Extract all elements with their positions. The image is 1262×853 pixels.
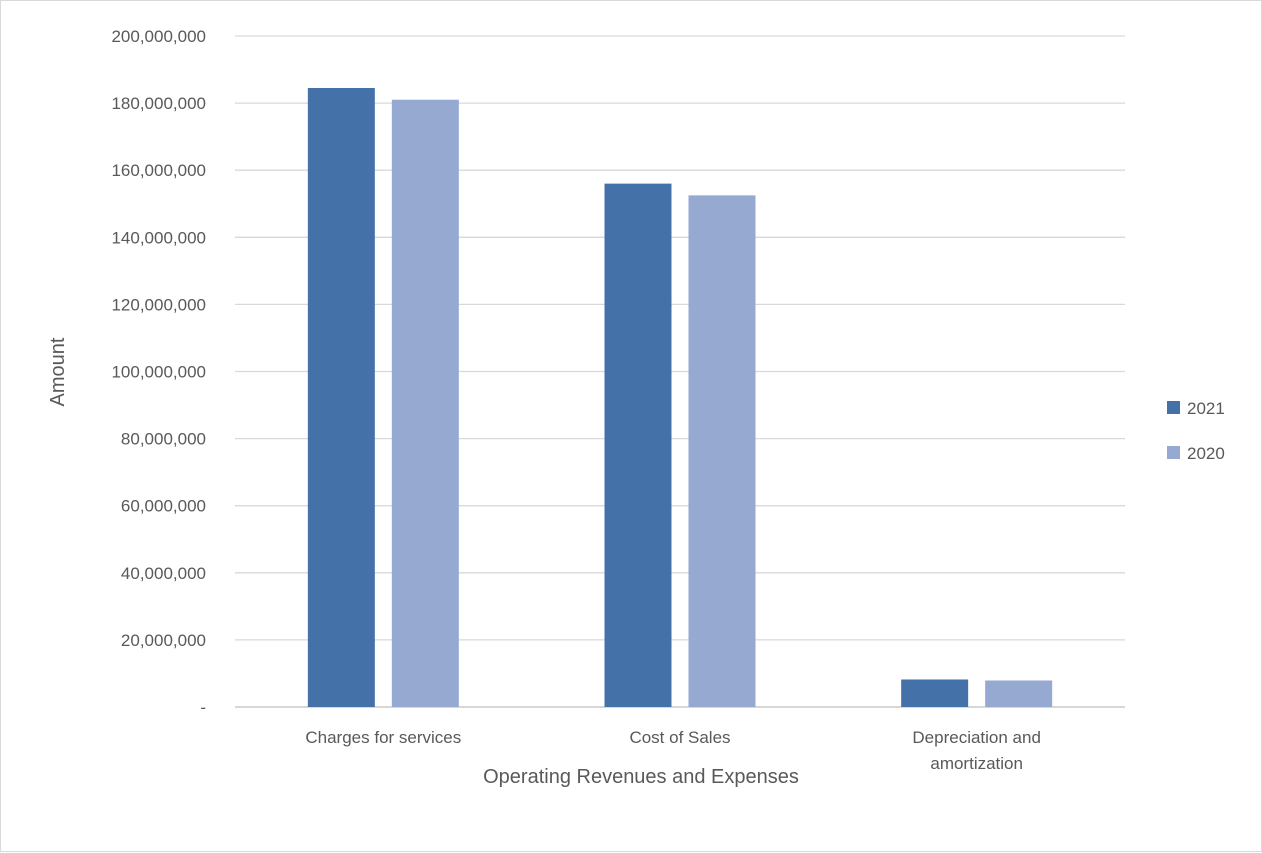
legend-label: 2020 [1187, 444, 1225, 463]
y-tick-label: 180,000,000 [111, 94, 206, 113]
legend: 2021 2020 [1167, 399, 1225, 463]
bar-2021 [901, 679, 969, 707]
x-category-label: Charges for services [305, 728, 461, 747]
y-tick-label: 20,000,000 [121, 631, 206, 650]
legend-swatch-2020 [1167, 446, 1180, 459]
bar-2020 [985, 680, 1053, 707]
x-axis-categories: Charges for services Cost of Sales Depreci… [305, 728, 1041, 773]
legend-label: 2021 [1187, 399, 1225, 418]
bar-2021 [604, 183, 672, 707]
y-tick-label: 80,000,000 [121, 430, 206, 449]
bar-2020 [391, 99, 459, 708]
y-tick-label: 120,000,000 [111, 295, 206, 314]
y-axis-ticks: - 20,000,000 40,000,000 60,000,000 80,000,00… [111, 27, 206, 717]
bars [307, 88, 1053, 708]
y-tick-label: 160,000,000 [111, 161, 206, 180]
y-tick-label: 40,000,000 [121, 564, 206, 583]
y-tick-label: 200,000,000 [111, 27, 206, 46]
y-tick-label: - [200, 698, 206, 717]
gridlines [235, 35, 1125, 708]
bar-2021 [307, 88, 375, 707]
x-category-label: Cost of Sales [629, 728, 730, 747]
y-axis-title: Amount [47, 337, 69, 406]
y-tick-label: 60,000,000 [121, 497, 206, 516]
x-category-label: Depreciation and amortization [912, 728, 1041, 773]
x-axis-title: Operating Revenues and Expenses [483, 766, 799, 788]
bar-2020 [688, 195, 756, 708]
legend-swatch-2021 [1167, 401, 1180, 414]
y-tick-label: 140,000,000 [111, 228, 206, 247]
y-tick-label: 100,000,000 [111, 363, 206, 382]
